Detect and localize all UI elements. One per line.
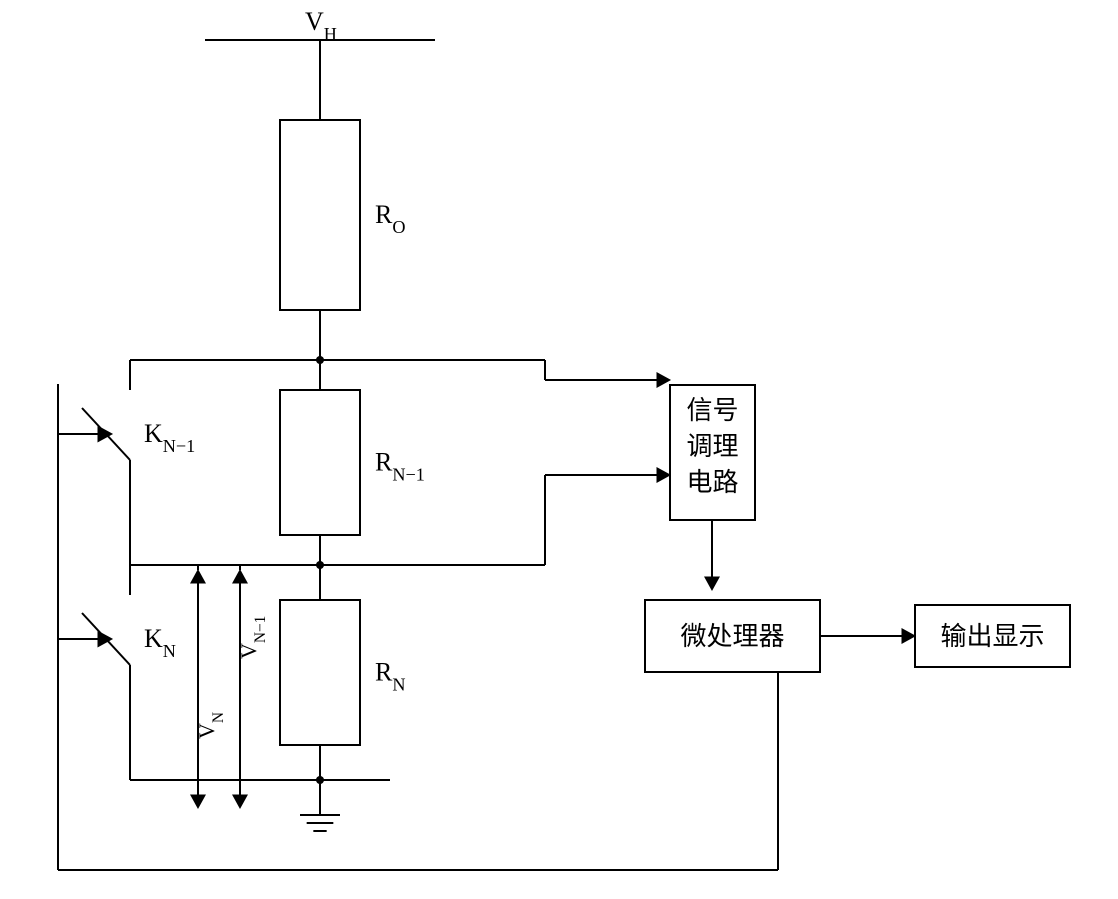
label-r0: RO bbox=[375, 200, 405, 237]
label-sig1: 信号 bbox=[686, 396, 738, 425]
arrowhead bbox=[657, 468, 670, 482]
arrowhead bbox=[705, 577, 719, 590]
label-sig3: 电路 bbox=[686, 468, 738, 497]
label-rn: RN bbox=[375, 658, 405, 695]
circuit-diagram: VHRORN−1RNKN−1KNVN−1VN信号调理电路微处理器输出显示 bbox=[0, 0, 1118, 899]
arrowhead bbox=[902, 629, 915, 643]
arrowhead bbox=[233, 795, 247, 808]
label-mcu: 微处理器 bbox=[680, 622, 784, 651]
label-switch-kn: KN bbox=[144, 624, 176, 661]
resistor-rn1 bbox=[280, 390, 360, 535]
arrowhead bbox=[657, 373, 670, 387]
resistor-r0 bbox=[280, 120, 360, 310]
label-out: 输出显示 bbox=[940, 622, 1044, 651]
resistor-rn bbox=[280, 600, 360, 745]
label-switch-kn1: KN−1 bbox=[144, 419, 195, 456]
arrowhead bbox=[233, 570, 247, 583]
label-vh: VH bbox=[305, 7, 337, 44]
arrowhead bbox=[191, 570, 205, 583]
label-rn1: RN−1 bbox=[375, 448, 425, 485]
arrowhead bbox=[191, 795, 205, 808]
label-sig2: 调理 bbox=[686, 432, 738, 461]
